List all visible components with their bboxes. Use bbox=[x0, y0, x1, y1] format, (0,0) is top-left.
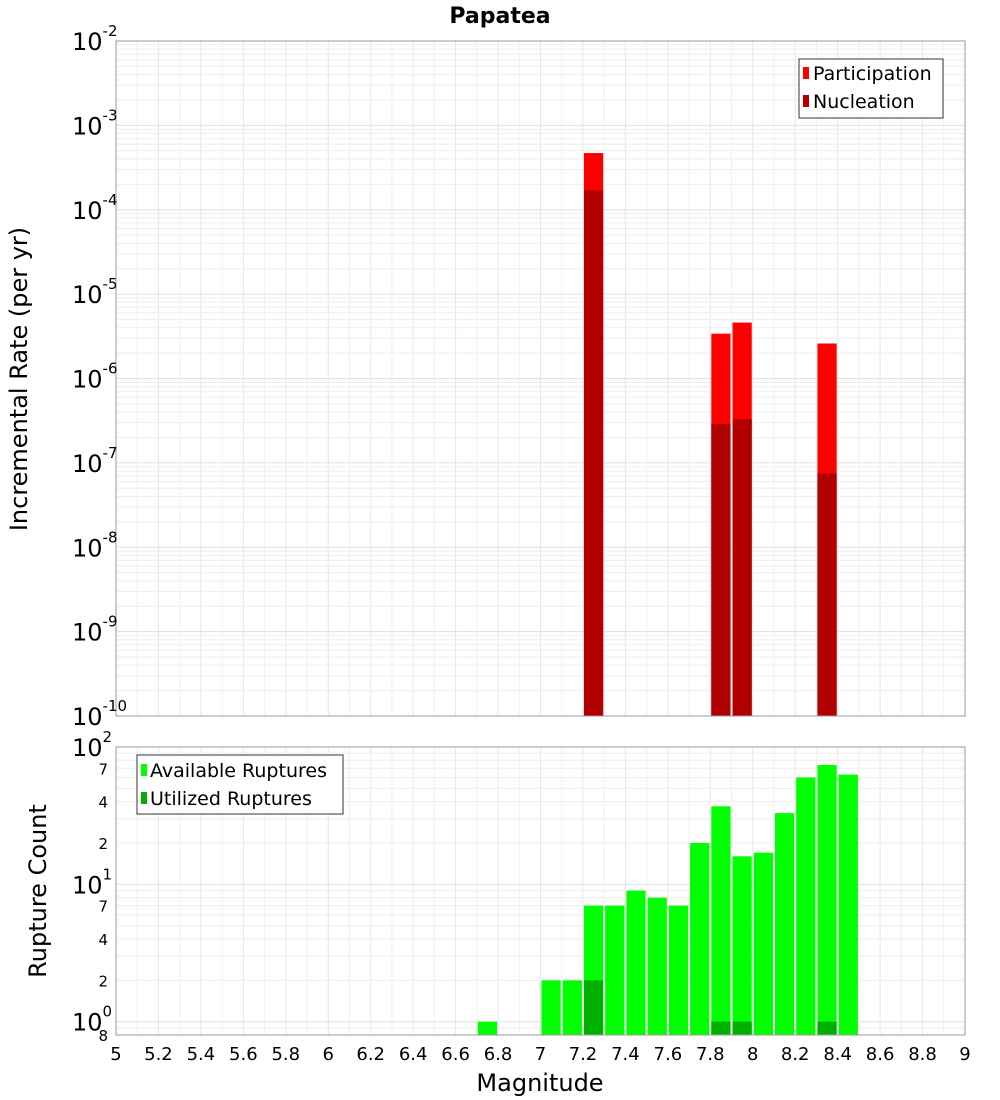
y-minor-tick-label: 4 bbox=[98, 794, 108, 812]
y-minor-tick-label: 4 bbox=[98, 931, 108, 949]
bar-utilized-ruptures bbox=[711, 1021, 731, 1035]
top-plot-bars bbox=[583, 153, 837, 716]
bar-available-ruptures bbox=[817, 764, 837, 1035]
bottom-y-axis-title: Rupture Count bbox=[24, 804, 52, 978]
bar-available-ruptures bbox=[541, 980, 561, 1035]
x-tick-label: 7.6 bbox=[654, 1044, 683, 1065]
chart-title: Papatea bbox=[449, 4, 550, 29]
top-plot-frame bbox=[115, 40, 966, 717]
x-tick-label: 8.2 bbox=[781, 1044, 810, 1065]
y-minor-tick-label: 7 bbox=[98, 760, 108, 778]
bar-available-ruptures bbox=[732, 856, 752, 1035]
x-tick-label: 8.8 bbox=[908, 1044, 937, 1065]
y-tick-label: 101 bbox=[72, 865, 112, 899]
bar-nucleation bbox=[711, 423, 731, 716]
bar-nucleation bbox=[817, 473, 837, 716]
bar-available-ruptures bbox=[647, 897, 667, 1035]
bar-available-ruptures bbox=[626, 890, 646, 1035]
bar-available-ruptures bbox=[753, 852, 773, 1035]
y-tick-label: 10-8 bbox=[72, 528, 118, 562]
bar-available-ruptures bbox=[838, 774, 858, 1035]
x-tick-label: 9 bbox=[959, 1044, 970, 1065]
bar-nucleation bbox=[732, 419, 752, 716]
x-tick-label: 7.4 bbox=[611, 1044, 640, 1065]
top-legend: Participation Nucleation bbox=[798, 58, 944, 119]
x-axis-title: Magnitude bbox=[476, 1069, 603, 1097]
x-tick-label: 8.4 bbox=[823, 1044, 852, 1065]
bar-available-ruptures bbox=[605, 905, 625, 1035]
bar-available-ruptures bbox=[774, 813, 795, 1035]
x-tick-label: 8 bbox=[747, 1044, 758, 1065]
y-tick-label: 10-3 bbox=[72, 106, 118, 140]
x-tick-label: 7.8 bbox=[696, 1044, 725, 1065]
x-tick-label: 5 bbox=[110, 1044, 121, 1065]
x-tick-label: 7.2 bbox=[569, 1044, 598, 1065]
legend-label-utilized-ruptures: Utilized Ruptures bbox=[150, 788, 312, 810]
bar-utilized-ruptures bbox=[732, 1021, 752, 1035]
y-tick-label: 10-6 bbox=[72, 360, 118, 394]
y-tick-label: 10-9 bbox=[72, 613, 118, 647]
legend-swatch-available-ruptures bbox=[141, 764, 147, 776]
x-tick-label: 5.2 bbox=[144, 1044, 173, 1065]
bar-available-ruptures bbox=[668, 905, 689, 1035]
bottom-plot-bars bbox=[477, 764, 858, 1035]
legend-swatch-utilized-ruptures bbox=[141, 792, 147, 804]
y-minor-tick-label: 2 bbox=[98, 835, 108, 853]
bottom-plot-frame bbox=[115, 746, 966, 1036]
x-tick-label: 6 bbox=[323, 1044, 334, 1065]
x-tick-label: 8.6 bbox=[866, 1044, 895, 1065]
bar-available-ruptures bbox=[711, 806, 731, 1035]
legend-swatch-nucleation bbox=[803, 95, 809, 107]
x-tick-labels: 5 5.2 5.4 5.6 5.8 6 6.2 6.4 6.6 6.8 7 7.2 7.4 7.6 7.8 8… bbox=[110, 1044, 970, 1065]
x-tick-label: 5.6 bbox=[229, 1044, 258, 1065]
bottom-legend-box bbox=[136, 754, 344, 815]
x-tick-label: 5.8 bbox=[271, 1044, 300, 1065]
y-tick-label: 10-10 bbox=[72, 697, 127, 731]
bar-utilized-ruptures bbox=[583, 980, 604, 1035]
bar-utilized-ruptures bbox=[817, 1021, 837, 1035]
x-tick-label: 6.2 bbox=[356, 1044, 385, 1065]
legend-label-participation: Participation bbox=[813, 63, 932, 85]
x-tick-label: 6.6 bbox=[441, 1044, 470, 1065]
top-legend-box bbox=[798, 58, 944, 119]
y-tick-label: 10-7 bbox=[72, 444, 118, 478]
y-minor-tick-label: 8 bbox=[98, 1027, 108, 1045]
y-tick-label: 10-4 bbox=[72, 191, 118, 225]
x-tick-label: 7 bbox=[535, 1044, 546, 1065]
bar-nucleation bbox=[583, 190, 604, 716]
top-plot-grid bbox=[115, 40, 966, 717]
legend-label-nucleation: Nucleation bbox=[813, 91, 915, 113]
y-tick-label: 10-2 bbox=[72, 22, 118, 56]
bar-available-ruptures bbox=[562, 980, 582, 1035]
y-minor-tick-label: 7 bbox=[98, 898, 108, 916]
x-tick-label: 6.4 bbox=[399, 1044, 428, 1065]
x-tick-label: 5.4 bbox=[187, 1044, 216, 1065]
x-tick-label: 6.8 bbox=[484, 1044, 513, 1065]
bar-available-ruptures bbox=[477, 1021, 498, 1035]
y-tick-label: 10-5 bbox=[72, 275, 118, 309]
bar-available-ruptures bbox=[690, 843, 710, 1035]
bar-available-ruptures bbox=[796, 777, 816, 1035]
top-y-axis-title: Incremental Rate (per yr) bbox=[5, 227, 33, 531]
bottom-legend: Available Ruptures Utilized Ruptures bbox=[136, 754, 344, 815]
y-minor-tick-label: 2 bbox=[98, 972, 108, 990]
legend-label-available-ruptures: Available Ruptures bbox=[150, 760, 327, 782]
y-tick-label: 102 bbox=[72, 728, 112, 762]
top-y-tick-labels: 10-2 10-3 10-4 10-5 10-6 10-7 10-8 10-9 10-10 bbox=[72, 22, 127, 731]
legend-swatch-participation bbox=[803, 67, 809, 79]
